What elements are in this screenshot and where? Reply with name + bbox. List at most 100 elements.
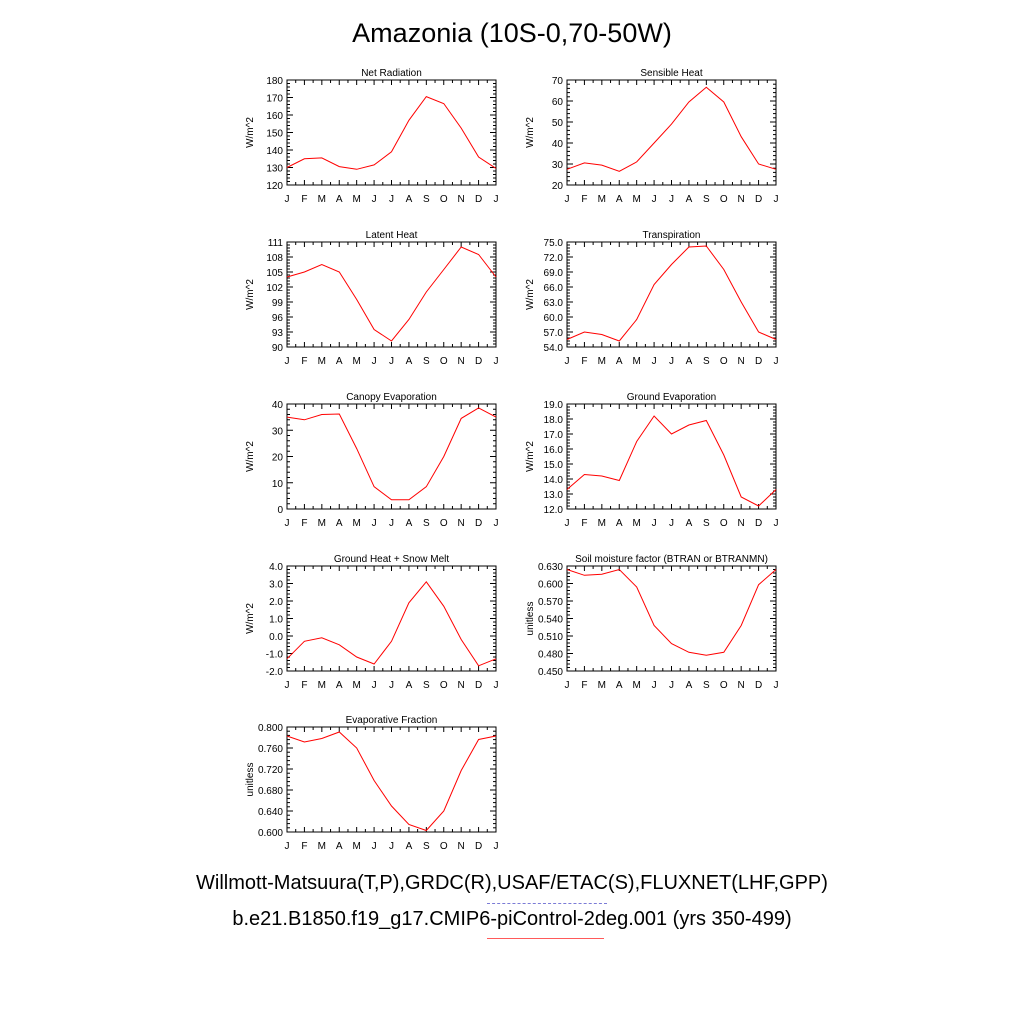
y-tick-label: 150 <box>266 129 283 140</box>
y-tick-label: 0.600 <box>258 828 283 839</box>
x-tick-label: J <box>389 680 394 691</box>
x-tick-label: J <box>652 356 657 367</box>
series-line <box>286 407 497 501</box>
y-tick-label: 102 <box>266 283 283 294</box>
x-tick-label: D <box>755 680 762 691</box>
chart-6: J F M A M J J A S O N D J12.013.014.015.016.017.018.… <box>525 392 779 529</box>
y-tick-label: 13.0 <box>544 490 564 501</box>
y-axis-label: unitless <box>525 602 536 636</box>
x-tick-label: N <box>458 518 465 529</box>
y-tick-label: 15.0 <box>544 460 564 471</box>
x-tick-label: J <box>669 194 674 205</box>
y-tick-label: 108 <box>266 253 283 264</box>
y-axis-label: unitless <box>245 763 256 797</box>
model-legend-text: b.e21.B1850.f19_g17.CMIP6-piControl-2deg… <box>232 908 792 930</box>
x-tick-label: M <box>632 194 640 205</box>
x-tick-label: M <box>598 356 606 367</box>
x-tick-label: D <box>475 680 482 691</box>
x-tick-label: A <box>406 356 413 367</box>
x-tick-label: J <box>669 356 674 367</box>
y-tick-label: 63.0 <box>544 298 564 309</box>
chart-title: Ground Evaporation <box>627 392 717 403</box>
y-tick-label: 3.0 <box>269 580 283 591</box>
chart-title: Net Radiation <box>361 68 422 79</box>
y-tick-label: 75.0 <box>544 238 564 249</box>
x-tick-label: J <box>285 518 290 529</box>
y-axis-label: W/m^2 <box>245 117 256 148</box>
plot-frame <box>566 241 777 348</box>
x-tick-label: J <box>285 680 290 691</box>
x-tick-label: J <box>372 680 377 691</box>
y-tick-label: 140 <box>266 146 283 157</box>
x-tick-label: S <box>423 680 430 691</box>
y-tick-label: 10 <box>272 479 284 490</box>
y-tick-label: 0.0 <box>269 632 283 643</box>
x-tick-label: A <box>336 680 343 691</box>
series-line <box>566 415 777 507</box>
x-tick-label: J <box>372 194 377 205</box>
chart-4: J F M A M J J A S O N D J54.057.060.063.066.069.072.… <box>525 230 779 367</box>
x-tick-label: J <box>285 356 290 367</box>
x-tick-label: J <box>774 194 779 205</box>
series-line <box>566 568 777 656</box>
chart-9: J F M A M J J A S O N D J0.6000.6400.6800.7200.7600.… <box>245 715 499 852</box>
x-tick-label: J <box>494 841 499 852</box>
x-tick-label: M <box>318 356 326 367</box>
y-axis-label: W/m^2 <box>245 603 256 634</box>
y-tick-label: 57.0 <box>544 328 564 339</box>
plot-frame <box>286 403 497 510</box>
x-tick-label: N <box>738 518 745 529</box>
y-tick-label: 60.0 <box>544 313 564 324</box>
page-title: Amazonia (10S-0,70-50W) <box>352 18 672 48</box>
x-tick-label: M <box>598 680 606 691</box>
y-tick-label: 17.0 <box>544 430 564 441</box>
plot-frame <box>286 726 497 833</box>
series-line <box>286 95 497 170</box>
y-tick-label: 4.0 <box>269 562 283 573</box>
x-tick-label: O <box>720 356 728 367</box>
x-tick-label: D <box>475 841 482 852</box>
y-tick-label: 90 <box>272 343 284 354</box>
x-tick-label: A <box>616 194 623 205</box>
y-tick-label: 20 <box>272 453 284 464</box>
x-tick-label: A <box>686 194 693 205</box>
x-tick-label: A <box>616 356 623 367</box>
model-legend-line <box>487 938 604 939</box>
y-tick-label: 66.0 <box>544 283 564 294</box>
x-tick-label: J <box>389 194 394 205</box>
y-tick-label: 30 <box>552 160 564 171</box>
y-tick-label: -2.0 <box>266 667 284 678</box>
series-line <box>566 245 777 342</box>
x-tick-label: M <box>318 680 326 691</box>
x-tick-label: F <box>301 356 307 367</box>
y-tick-label: 50 <box>552 118 564 129</box>
x-tick-label: A <box>336 194 343 205</box>
y-tick-label: 170 <box>266 94 283 105</box>
series-line <box>286 246 497 342</box>
y-tick-label: 0 <box>277 505 283 516</box>
y-tick-label: 70 <box>552 76 564 87</box>
y-tick-label: 0.760 <box>258 744 283 755</box>
x-tick-label: A <box>616 680 623 691</box>
obs-legend-text: Willmott-Matsuura(T,P),GRDC(R),USAF/ETAC… <box>196 872 828 894</box>
series-line <box>566 86 777 172</box>
x-tick-label: O <box>720 680 728 691</box>
x-tick-label: J <box>372 841 377 852</box>
y-tick-label: 0.640 <box>258 807 283 818</box>
x-tick-label: S <box>423 518 430 529</box>
x-tick-label: J <box>774 356 779 367</box>
x-tick-label: N <box>738 356 745 367</box>
x-tick-label: M <box>598 194 606 205</box>
x-tick-label: J <box>285 841 290 852</box>
x-tick-label: N <box>458 680 465 691</box>
x-tick-label: J <box>565 518 570 529</box>
x-tick-label: A <box>336 518 343 529</box>
y-tick-label: 130 <box>266 164 283 175</box>
x-tick-label: F <box>301 518 307 529</box>
x-tick-label: M <box>632 680 640 691</box>
y-tick-label: 60 <box>552 97 564 108</box>
x-tick-label: D <box>475 518 482 529</box>
x-tick-label: J <box>285 194 290 205</box>
x-tick-label: S <box>703 356 710 367</box>
